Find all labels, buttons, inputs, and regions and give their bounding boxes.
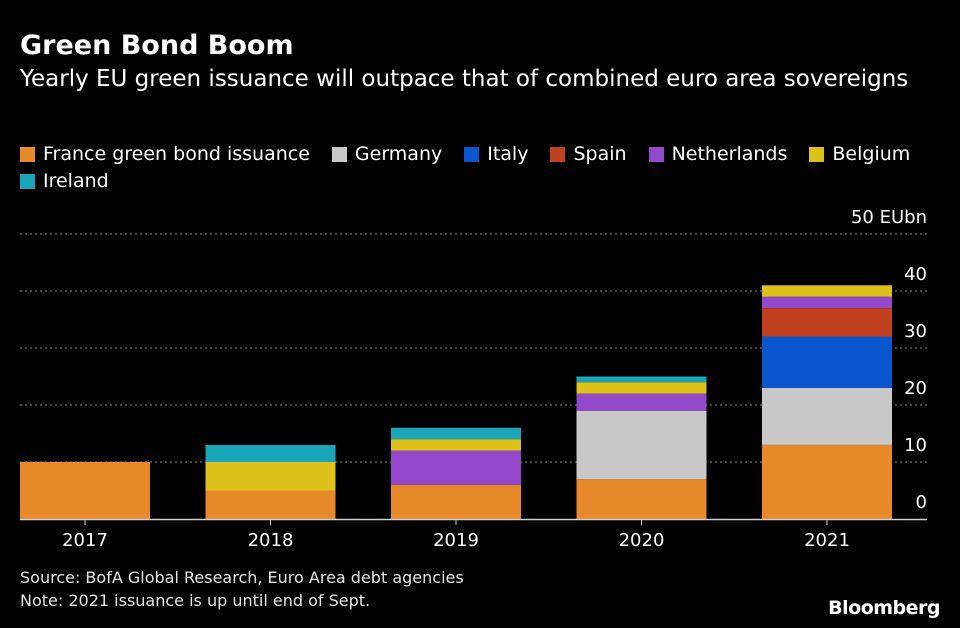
bar-segment xyxy=(762,308,892,337)
y-tick-label: 50 EUbn xyxy=(851,207,927,228)
x-tick-label: 2020 xyxy=(619,530,665,551)
bar-segment xyxy=(205,444,336,462)
bar-segment xyxy=(391,484,521,519)
bar-segment xyxy=(20,462,150,519)
bar-segment xyxy=(762,285,892,297)
legend-swatch xyxy=(464,146,480,162)
legend-swatch xyxy=(550,146,566,162)
chart-subtitle: Yearly EU green issuance will outpace th… xyxy=(20,66,909,92)
y-tick-label: 40 xyxy=(904,264,927,285)
bar-segment xyxy=(762,387,892,445)
bar-segment xyxy=(576,410,707,480)
legend-item: Netherlands xyxy=(648,142,788,166)
bar-segment xyxy=(391,439,521,451)
legend-label: Netherlands xyxy=(671,143,788,165)
bloomberg-logo: Bloomberg xyxy=(828,597,940,619)
bar-segment xyxy=(762,336,892,388)
legend-item: France green bond issuance xyxy=(20,142,310,166)
bar-segment xyxy=(762,444,892,519)
x-tick-label: 2019 xyxy=(433,530,479,551)
bar-segment xyxy=(576,393,707,411)
y-tick-label: 20 xyxy=(904,378,927,399)
footnote: Note: 2021 issuance is up until end of S… xyxy=(20,591,371,610)
bar-segment xyxy=(576,479,707,519)
y-tick-label: 10 xyxy=(904,435,927,456)
bar-segment xyxy=(576,382,707,394)
chart-y-axis: 0 10 20 30 40 50 EUbn xyxy=(851,207,927,513)
legend-swatch xyxy=(809,146,825,162)
legend-item: Spain xyxy=(550,142,627,166)
legend-swatch xyxy=(20,173,35,189)
legend-item: Ireland xyxy=(20,169,109,193)
legend-label: Spain xyxy=(573,143,627,165)
chart-x-axis: 2017 2018 2019 2020 2021 xyxy=(20,518,927,551)
chart-footer: Source: BofA Global Research, Euro Area … xyxy=(20,566,464,612)
legend-label: Germany xyxy=(354,143,443,165)
y-tick-label: 30 xyxy=(904,321,927,342)
x-tick-label: 2018 xyxy=(248,530,294,551)
chart-title: Green Bond Boom xyxy=(20,30,294,61)
source-note: Source: BofA Global Research, Euro Area … xyxy=(20,568,464,587)
bar-segment xyxy=(205,462,336,491)
legend-item: Italy xyxy=(464,142,528,166)
legend-label: France green bond issuance xyxy=(43,143,310,165)
legend-label: Italy xyxy=(487,143,529,165)
legend-swatch xyxy=(20,146,35,162)
bar-segment xyxy=(391,450,521,485)
bar-segment xyxy=(205,490,336,519)
legend-label: Belgium xyxy=(832,143,911,165)
bar-segment xyxy=(576,376,707,383)
legend-item: Germany xyxy=(331,142,443,166)
legend-swatch xyxy=(331,146,347,162)
x-tick-label: 2021 xyxy=(804,530,850,551)
legend-swatch xyxy=(648,146,664,162)
chart-legend: France green bond issuance Germany Italy Sp… xyxy=(20,142,940,193)
legend-item: Belgium xyxy=(809,142,910,166)
bar-segment xyxy=(762,296,892,309)
x-tick-label: 2017 xyxy=(62,530,108,551)
y-tick-label: 0 xyxy=(916,492,927,513)
stacked-bar-chart: 2017 2018 2019 2020 2021 0 10 20 30 40 50 EUbn xyxy=(20,207,927,551)
chart-bars xyxy=(20,285,892,519)
bar-segment xyxy=(391,427,521,440)
legend-label: Ireland xyxy=(43,170,109,192)
